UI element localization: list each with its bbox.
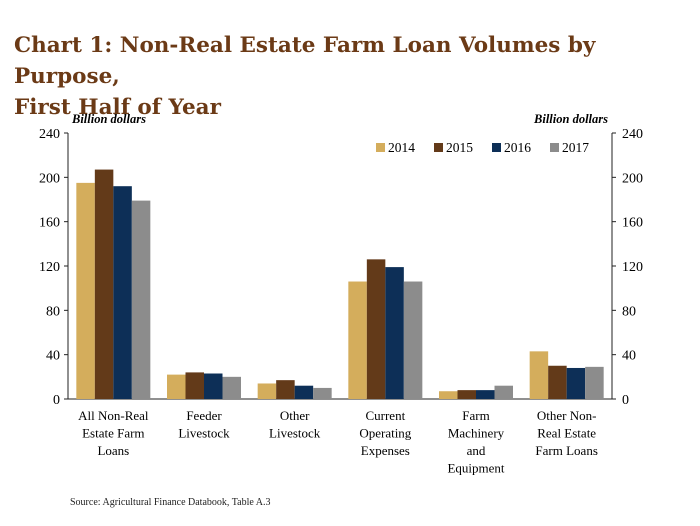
bar-2015-cat-5: [548, 365, 567, 399]
bar-2017-cat-5: [585, 366, 604, 399]
x-category-label: Current: [365, 408, 405, 423]
bar-2017-cat-1: [222, 376, 241, 399]
bar-2014-cat-3: [348, 281, 367, 399]
y-tick-label-left: 0: [53, 393, 60, 408]
y-tick-label-left: 200: [39, 171, 60, 186]
bar-2014-cat-5: [529, 351, 549, 399]
y-tick-label-left: 80: [46, 304, 60, 319]
source-note: Source: Agricultural Finance Databook, T…: [70, 497, 271, 508]
chart-bars: [76, 169, 604, 399]
y-tick-label-left: 120: [39, 260, 60, 275]
x-category-label: Livestock: [178, 426, 230, 441]
bar-2015-cat-4: [457, 390, 476, 399]
x-category-label: Livestock: [269, 426, 321, 441]
chart-legend: 2014 2015 2016 2017: [376, 140, 589, 155]
x-category-label: Operating: [359, 426, 411, 441]
y-tick-label-left: 240: [39, 127, 60, 142]
chart-labels: 0 0 40 40 80 80 120 120 160 160 200 200 240 240 Billio…: [39, 112, 643, 476]
y-tick-label-right: 40: [622, 349, 636, 364]
y-tick-label-left: 40: [46, 349, 60, 364]
bar-2016-cat-0: [113, 186, 132, 399]
y-tick-label-right: 240: [622, 127, 643, 142]
legend-label-2014: 2014: [388, 140, 415, 155]
bar-2016-cat-1: [204, 373, 223, 399]
bar-2014-cat-0: [76, 182, 95, 399]
x-category-label: Other: [280, 408, 310, 423]
chart-title: Chart 1: Non-Real Estate Farm Loan Volum…: [14, 30, 694, 123]
y-tick-label-right: 0: [622, 393, 629, 408]
legend-swatch-2016: [492, 143, 501, 152]
y-axis-unit-right: Billion dollars: [533, 112, 608, 126]
chart-title-line-2: First Half of Year: [14, 95, 221, 120]
bar-2015-cat-3: [366, 259, 386, 399]
bar-2016-cat-4: [476, 390, 495, 399]
x-category-label: Expenses: [361, 443, 410, 458]
bar-2016-cat-3: [385, 267, 404, 399]
x-category-label: Farm: [462, 408, 489, 423]
y-tick-label-right: 80: [622, 304, 636, 319]
bar-2016-cat-5: [566, 367, 586, 399]
bar-2016-cat-2: [294, 385, 314, 399]
bar-2017-cat-0: [131, 200, 151, 399]
bar-2017-cat-2: [313, 387, 332, 399]
x-category-label: Feeder: [186, 408, 222, 423]
x-category-label: Real Estate: [537, 426, 596, 441]
bar-2014-cat-1: [167, 374, 186, 399]
bar-2014-cat-2: [257, 383, 277, 399]
x-category-label: Farm Loans: [535, 443, 597, 458]
legend-swatch-2014: [376, 143, 385, 152]
chart-axes: [64, 132, 616, 400]
x-category-label: Equipment: [447, 461, 504, 476]
legend-swatch-2017: [550, 143, 559, 152]
x-category-label: Estate Farm: [82, 426, 144, 441]
y-tick-label-left: 160: [39, 216, 60, 231]
bar-2014-cat-4: [439, 391, 458, 399]
bar-2015-cat-1: [185, 372, 204, 399]
chart-title-line-1: Chart 1: Non-Real Estate Farm Loan Volum…: [14, 33, 596, 89]
y-tick-label-right: 120: [622, 260, 643, 275]
bar-2015-cat-2: [276, 380, 295, 399]
y-axis-unit-left: Billion dollars: [71, 112, 146, 126]
x-category-label: Loans: [97, 443, 129, 458]
bar-2017-cat-3: [403, 281, 423, 399]
x-category-label: Machinery: [448, 426, 505, 441]
bar-2015-cat-0: [94, 169, 114, 399]
y-tick-label-right: 160: [622, 216, 643, 231]
legend-label-2015: 2015: [446, 140, 473, 155]
x-category-label: and: [467, 443, 486, 458]
x-category-label: All Non-Real: [78, 408, 149, 423]
bar-2017-cat-4: [494, 385, 513, 399]
y-tick-label-right: 200: [622, 171, 643, 186]
legend-swatch-2015: [434, 143, 443, 152]
legend-label-2016: 2016: [504, 140, 531, 155]
x-category-label: Other Non-: [537, 408, 597, 423]
legend-label-2017: 2017: [562, 140, 589, 155]
